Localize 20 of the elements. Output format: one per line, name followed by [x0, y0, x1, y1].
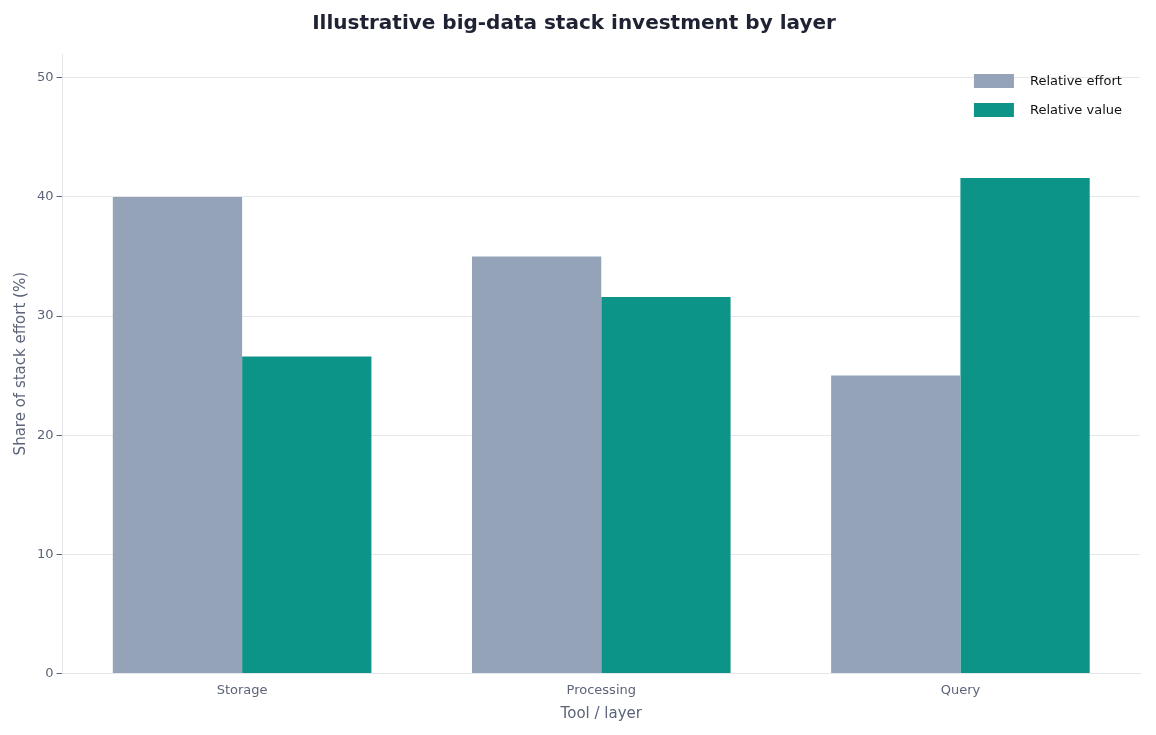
x-tick-label: Query	[940, 681, 981, 697]
legend-label: Relative effort	[1029, 73, 1122, 89]
y-tick-label: 20	[37, 426, 54, 442]
bar	[471, 256, 602, 673]
bar	[242, 356, 372, 673]
y-tick-label: 50	[37, 69, 54, 85]
chart-title: Illustrative big-data stack investment by layer	[312, 10, 836, 35]
legend-label: Relative value	[1029, 102, 1123, 118]
y-tick-label: 30	[37, 307, 54, 323]
bar	[960, 177, 1090, 673]
y-axis-title: Share of stack effort (%)	[10, 272, 29, 456]
x-tick-label: Processing	[566, 681, 636, 697]
bar	[112, 196, 243, 673]
y-tick-label: 0	[45, 664, 54, 680]
bar	[601, 297, 731, 673]
y-tick-label: 10	[37, 545, 54, 561]
bar	[831, 375, 961, 673]
y-tick-label: 40	[37, 188, 54, 204]
x-tick-label: Storage	[216, 681, 268, 697]
x-axis-title: Tool / layer	[559, 703, 643, 722]
